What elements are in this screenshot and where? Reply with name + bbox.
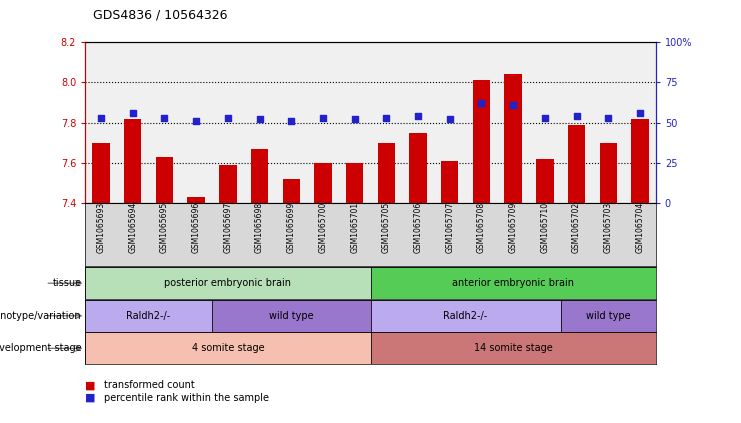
- Point: [380, 115, 392, 121]
- Bar: [409, 133, 427, 203]
- Bar: [378, 143, 395, 203]
- Text: Raldh2-/-: Raldh2-/-: [127, 311, 170, 321]
- Text: ■: ■: [85, 393, 96, 403]
- Bar: [561, 300, 656, 332]
- Point: [476, 100, 488, 107]
- Text: Raldh2-/-: Raldh2-/-: [443, 311, 488, 321]
- Bar: [568, 125, 585, 203]
- Point: [317, 115, 329, 121]
- Point: [602, 115, 614, 121]
- Bar: [536, 159, 554, 203]
- Text: anterior embryonic brain: anterior embryonic brain: [452, 278, 574, 288]
- Bar: [212, 300, 370, 332]
- Point: [571, 113, 582, 120]
- Bar: [314, 163, 332, 203]
- Bar: [631, 118, 648, 203]
- Text: transformed count: transformed count: [104, 380, 194, 390]
- Point: [285, 118, 297, 124]
- Bar: [473, 80, 490, 203]
- Bar: [219, 165, 236, 203]
- Bar: [85, 332, 370, 364]
- Bar: [85, 267, 370, 299]
- Point: [507, 102, 519, 108]
- Text: tissue: tissue: [53, 278, 82, 288]
- Point: [444, 116, 456, 123]
- Text: posterior embryonic brain: posterior embryonic brain: [165, 278, 291, 288]
- Point: [159, 115, 170, 121]
- Bar: [505, 74, 522, 203]
- Bar: [282, 179, 300, 203]
- Point: [253, 116, 265, 123]
- Point: [634, 110, 646, 116]
- Bar: [85, 300, 212, 332]
- Bar: [251, 149, 268, 203]
- Point: [127, 110, 139, 116]
- Point: [349, 116, 361, 123]
- Bar: [370, 332, 656, 364]
- Point: [95, 115, 107, 121]
- Bar: [93, 143, 110, 203]
- Text: GDS4836 / 10564326: GDS4836 / 10564326: [93, 8, 227, 21]
- Text: wild type: wild type: [269, 311, 313, 321]
- Bar: [370, 267, 656, 299]
- Bar: [187, 197, 205, 203]
- Text: 14 somite stage: 14 somite stage: [473, 343, 553, 353]
- Bar: [124, 118, 142, 203]
- Bar: [156, 157, 173, 203]
- Bar: [370, 300, 561, 332]
- Point: [222, 115, 233, 121]
- Bar: [599, 143, 617, 203]
- Point: [190, 118, 202, 124]
- Point: [539, 115, 551, 121]
- Bar: [346, 163, 363, 203]
- Text: genotype/variation: genotype/variation: [0, 311, 82, 321]
- Text: 4 somite stage: 4 somite stage: [191, 343, 265, 353]
- Text: percentile rank within the sample: percentile rank within the sample: [104, 393, 269, 403]
- Text: development stage: development stage: [0, 343, 82, 353]
- Text: wild type: wild type: [586, 311, 631, 321]
- Text: ■: ■: [85, 380, 96, 390]
- Bar: [441, 161, 459, 203]
- Point: [412, 113, 424, 120]
